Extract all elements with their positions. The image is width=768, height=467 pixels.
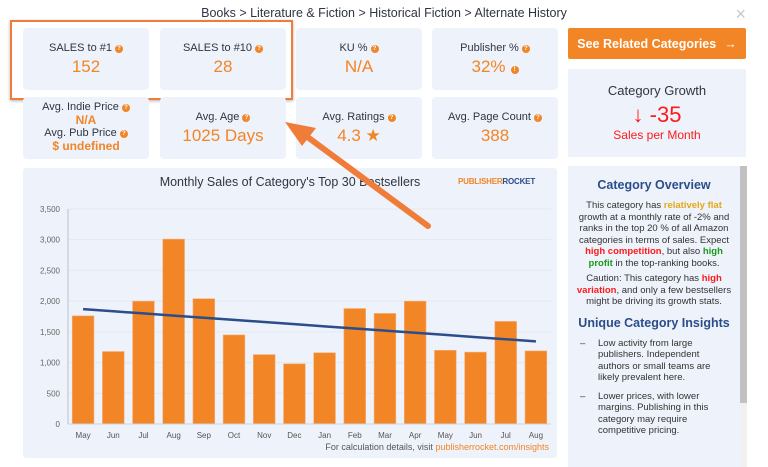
svg-text:Jun: Jun bbox=[107, 431, 120, 440]
insight-item: Lower prices, with lower margins. Publis… bbox=[576, 391, 732, 437]
overview-text: This category has relatively flat growth… bbox=[578, 200, 730, 269]
age-value: 1025 Days bbox=[182, 126, 264, 145]
help-icon[interactable]: ? bbox=[387, 114, 396, 122]
sales-to-1-card: SALES to #1? 152 bbox=[23, 28, 149, 90]
help-icon[interactable]: ? bbox=[521, 45, 530, 53]
help-icon[interactable]: ? bbox=[115, 45, 123, 53]
sales-to-10-card: SALES to #10? 28 bbox=[160, 28, 286, 90]
page-count-card: Avg. Page Count? 388 bbox=[432, 97, 558, 159]
category-growth-card: Category Growth ↓ -35 Sales per Month bbox=[568, 69, 746, 157]
insights-list: Low activity from large publishers. Inde… bbox=[576, 338, 732, 437]
svg-text:Mar: Mar bbox=[378, 431, 392, 440]
sales-to-1-label: SALES to #1 bbox=[49, 42, 112, 54]
info-icon[interactable]: ! bbox=[510, 66, 519, 74]
ku-card: KU %? N/A bbox=[296, 28, 422, 90]
insight-item: Low activity from large publishers. Inde… bbox=[576, 338, 732, 384]
svg-text:Jan: Jan bbox=[318, 431, 331, 440]
overview-title: Category Overview bbox=[597, 178, 711, 192]
publisher-card: Publisher %? 32%! bbox=[432, 28, 558, 90]
sales-to-1-value: 152 bbox=[71, 57, 101, 76]
growth-title: Category Growth bbox=[607, 83, 707, 98]
ratings-label: Avg. Ratings bbox=[322, 111, 385, 123]
page-count-value: 388 bbox=[480, 126, 510, 145]
svg-text:Oct: Oct bbox=[228, 431, 241, 440]
sales-to-10-value: 28 bbox=[213, 57, 233, 76]
svg-text:Jun: Jun bbox=[469, 431, 482, 440]
svg-text:3,500: 3,500 bbox=[40, 205, 61, 214]
pub-price-value: $ undefined bbox=[52, 139, 120, 153]
help-icon[interactable]: ? bbox=[242, 114, 251, 122]
ku-value: N/A bbox=[344, 57, 374, 76]
growth-value: ↓ -35 bbox=[632, 102, 682, 127]
help-icon[interactable]: ? bbox=[533, 114, 542, 122]
svg-text:Dec: Dec bbox=[287, 431, 301, 440]
category-overview-panel: Category Overview This category has rela… bbox=[568, 166, 740, 467]
ratings-value: 4.3 ★ bbox=[337, 126, 381, 145]
svg-text:3,000: 3,000 bbox=[40, 236, 61, 245]
svg-text:2,000: 2,000 bbox=[40, 297, 61, 306]
svg-text:Aug: Aug bbox=[167, 431, 181, 440]
help-icon[interactable]: ? bbox=[255, 45, 264, 53]
svg-text:Apr: Apr bbox=[409, 431, 422, 440]
svg-text:May: May bbox=[76, 431, 91, 440]
close-icon[interactable]: × bbox=[735, 4, 746, 24]
help-icon[interactable]: ? bbox=[119, 130, 128, 138]
calculation-note: For calculation details, visit publisher… bbox=[325, 442, 549, 452]
indie-price-value: N/A bbox=[75, 113, 97, 127]
svg-text:Aug: Aug bbox=[529, 431, 543, 440]
bar-chart-plot: 0 500 1,000 1,500 2,000 2,500 3,000 3,500 May Jun… bbox=[40, 205, 551, 440]
help-icon[interactable]: ? bbox=[370, 45, 379, 53]
svg-text:Feb: Feb bbox=[348, 431, 362, 440]
indie-price-label: Avg. Indie Price bbox=[42, 101, 119, 113]
arrow-right-icon: → bbox=[724, 36, 737, 51]
svg-text:0: 0 bbox=[56, 420, 61, 429]
svg-text:Jul: Jul bbox=[138, 431, 148, 440]
ku-label: KU % bbox=[339, 42, 368, 54]
see-related-categories-button[interactable]: See Related Categories → bbox=[568, 28, 746, 59]
sales-to-10-label: SALES to #10 bbox=[182, 42, 253, 54]
ratings-card: Avg. Ratings? 4.3 ★ bbox=[296, 97, 422, 159]
insights-title: Unique Category Insights bbox=[578, 315, 730, 330]
publisher-value: 32% bbox=[471, 57, 506, 76]
publisher-label: Publisher % bbox=[460, 42, 519, 54]
svg-text:500: 500 bbox=[47, 389, 61, 398]
growth-unit: Sales per Month bbox=[613, 128, 701, 142]
age-label: Avg. Age bbox=[195, 111, 240, 123]
insights-link[interactable]: publisherrocket.com/insights bbox=[435, 442, 549, 452]
breadcrumb: Books > Literature & Fiction > Historica… bbox=[201, 6, 567, 20]
pub-price-label: Avg. Pub Price bbox=[44, 127, 117, 139]
svg-text:2,500: 2,500 bbox=[40, 266, 61, 275]
svg-text:Sep: Sep bbox=[197, 431, 212, 440]
age-card: Avg. Age? 1025 Days bbox=[160, 97, 286, 159]
caution-text: Caution: This category has high variatio… bbox=[576, 273, 732, 307]
scrollbar-thumb[interactable] bbox=[740, 166, 747, 403]
price-card: Avg. Indie Price? N/A Avg. Pub Price? $ … bbox=[23, 97, 149, 159]
svg-text:Jul: Jul bbox=[501, 431, 511, 440]
svg-text:Nov: Nov bbox=[257, 431, 271, 440]
sales-chart: Monthly Sales of Category's Top 30 Bests… bbox=[23, 168, 557, 458]
page-count-label: Avg. Page Count bbox=[448, 111, 531, 123]
svg-text:1,000: 1,000 bbox=[40, 359, 61, 368]
help-icon[interactable]: ? bbox=[121, 104, 130, 112]
publisher-rocket-logo: PUBLISHERROCKET bbox=[457, 177, 535, 186]
svg-text:1,500: 1,500 bbox=[40, 328, 61, 337]
see-related-label: See Related Categories bbox=[577, 36, 717, 51]
svg-text:May: May bbox=[438, 431, 453, 440]
